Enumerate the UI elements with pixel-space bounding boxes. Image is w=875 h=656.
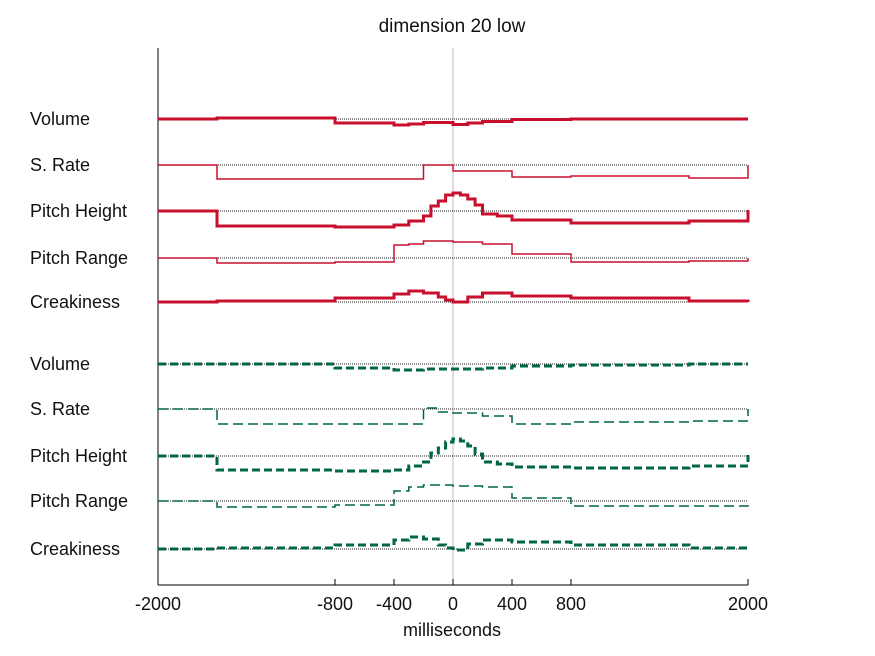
row-label: Creakiness <box>30 539 120 559</box>
x-axis-label: milliseconds <box>403 620 501 640</box>
x-ticks: -2000 -800 -400 0 400 800 2000 <box>135 579 768 614</box>
row-label: S. Rate <box>30 155 90 175</box>
series-line-red-s-rate <box>158 164 749 180</box>
x-tick-label: -800 <box>317 594 353 614</box>
series-line-red-volume <box>158 116 748 127</box>
row-label: Pitch Height <box>30 446 127 466</box>
row-label: S. Rate <box>30 399 90 419</box>
series-line-green-volume <box>158 362 748 372</box>
x-tick-label: -2000 <box>135 594 181 614</box>
row-labels: Volume S. Rate Pitch Height Pitch Range Crea… <box>30 109 128 559</box>
series-line-red-pitch-height <box>158 191 750 229</box>
chart-title: dimension 20 low <box>379 16 526 37</box>
series-line-red-pitch-range <box>158 240 749 264</box>
row-label: Volume <box>30 109 90 129</box>
row-label: Pitch Range <box>30 248 128 268</box>
x-tick-label: -400 <box>376 594 412 614</box>
x-tick-label: 0 <box>448 594 458 614</box>
series-line-green-pitch-range <box>158 484 749 508</box>
series-line-green-pitch-height <box>158 437 750 473</box>
x-tick-label: 400 <box>497 594 527 614</box>
row-label: Pitch Range <box>30 491 128 511</box>
row-label: Pitch Height <box>30 201 127 221</box>
series-line-red-creakiness <box>158 289 750 304</box>
row-label: Creakiness <box>30 292 120 312</box>
x-tick-label: 800 <box>556 594 586 614</box>
series-line-green-s-rate <box>158 407 749 425</box>
series-line-green-creakiness <box>158 535 750 552</box>
row-label: Volume <box>30 354 90 374</box>
x-tick-label: 2000 <box>728 594 768 614</box>
series-layer <box>158 116 750 552</box>
